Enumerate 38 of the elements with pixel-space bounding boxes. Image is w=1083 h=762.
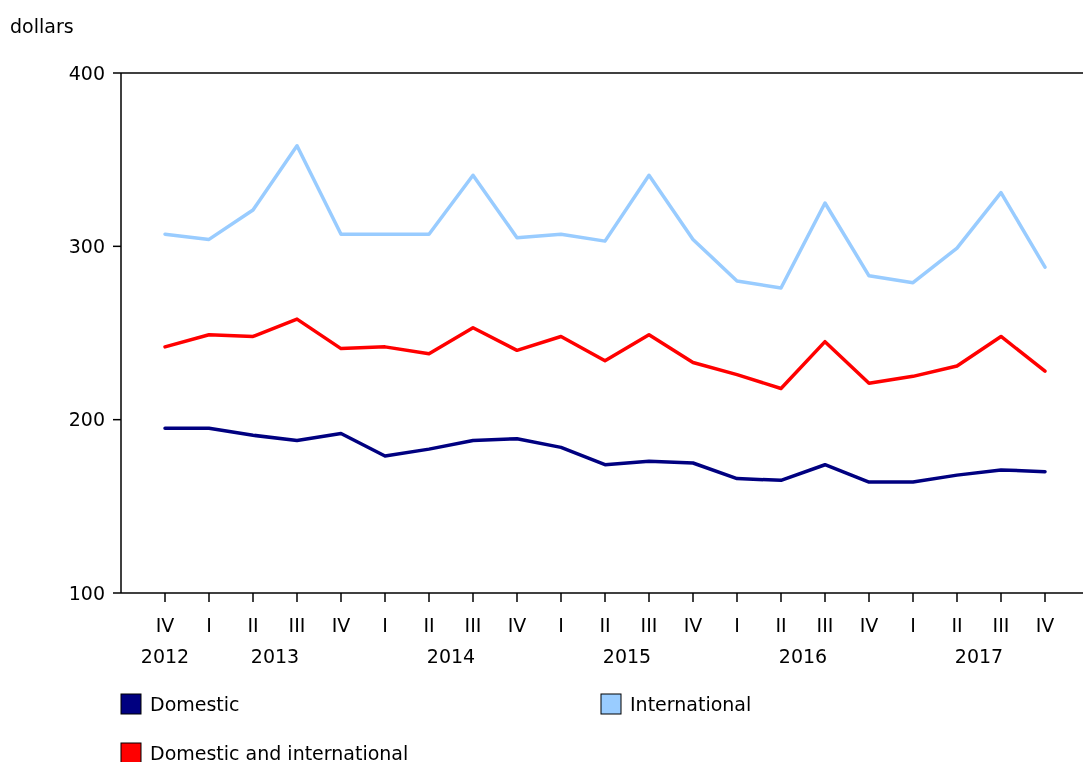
x-tick-label: IV (155, 614, 175, 636)
legend-label: International (630, 692, 752, 715)
x-tick-label: II (599, 614, 611, 636)
text: 2017 (954, 645, 1004, 667)
x-tick-label: II (247, 614, 259, 636)
x-tick-label: I (910, 614, 916, 636)
line-series (163, 426, 1047, 484)
x-tick-label: IV (331, 614, 351, 636)
y-tick-label: 100 (68, 581, 105, 604)
text: 2013 (250, 645, 300, 667)
x-tick-label: I (382, 614, 388, 636)
line-series (163, 317, 1047, 391)
x-tick-label: III (640, 614, 658, 636)
x-tick-label: I (734, 614, 740, 636)
x-tick-label: IV (507, 614, 527, 636)
x-tick-label: IV (1035, 614, 1055, 636)
x-tick-label: III (288, 614, 306, 636)
x-tick-label: I (558, 614, 564, 636)
text: 2014 (426, 645, 476, 667)
line-series (163, 144, 1047, 290)
x-tick-label: III (992, 614, 1010, 636)
y-tick-label: 300 (68, 234, 105, 257)
text: 2015 (602, 645, 652, 667)
text: 2012 (140, 645, 190, 667)
x-tick-label: IV (859, 614, 879, 636)
x-tick-label: II (775, 614, 787, 636)
y-tick-label: 400 (68, 61, 105, 84)
x-tick-label: III (816, 614, 834, 636)
y-axis-title: dollars (10, 15, 74, 37)
legend-label: Domestic (150, 692, 240, 715)
x-tick-label: III (464, 614, 482, 636)
legend-label: Domestic and international (150, 741, 409, 762)
x-tick-label: IV (683, 614, 703, 636)
y-tick-label: 200 (68, 408, 105, 431)
text: 2016 (778, 645, 828, 667)
x-tick-label: II (423, 614, 435, 636)
x-tick-label: II (951, 614, 963, 636)
x-tick-label: I (206, 614, 212, 636)
